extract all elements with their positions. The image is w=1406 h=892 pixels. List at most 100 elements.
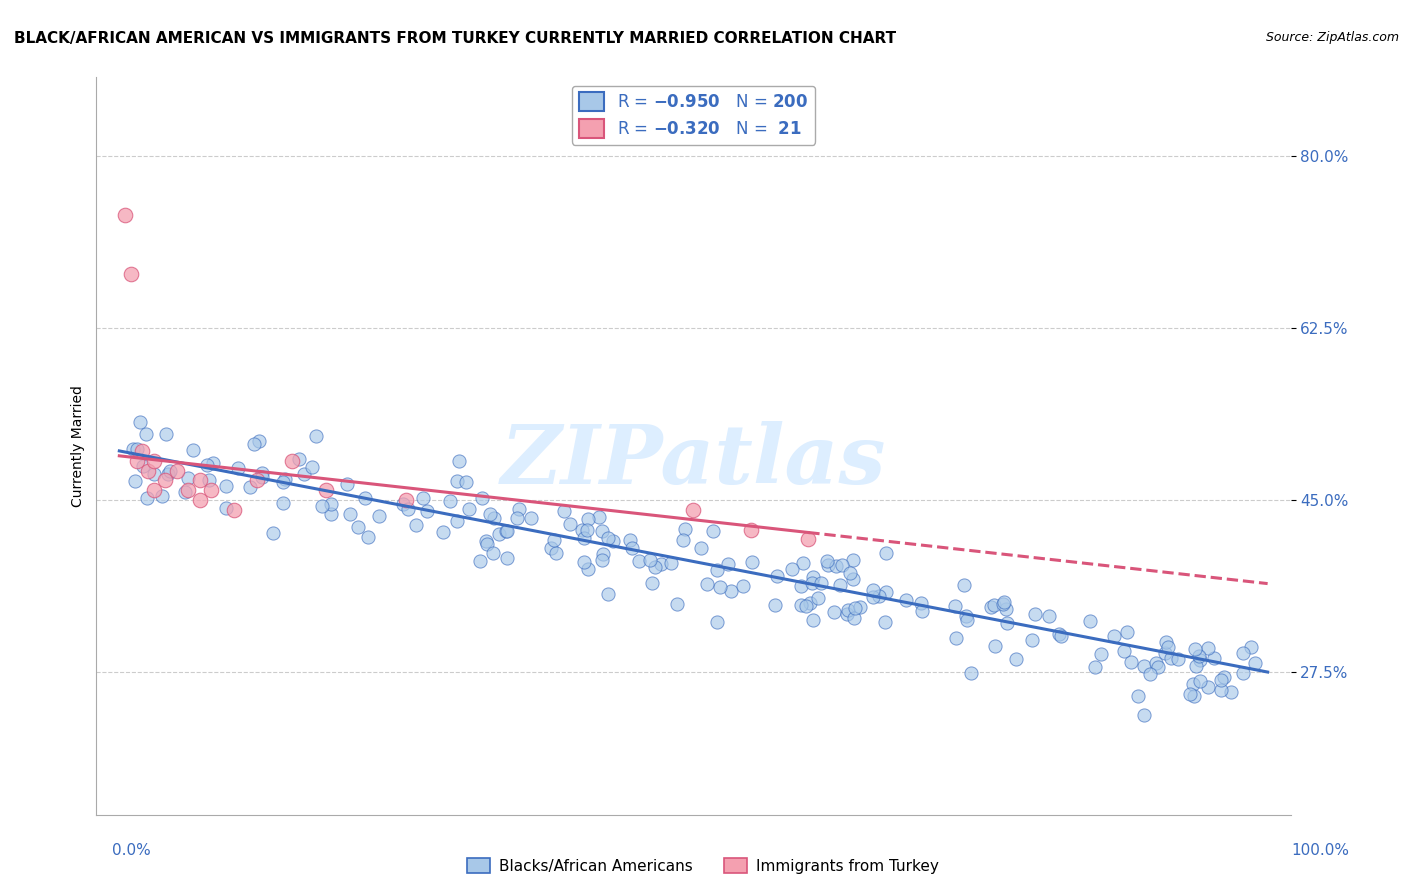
- Point: [1232, 665, 1254, 680]
- Point: [1119, 655, 1142, 669]
- Point: [991, 597, 1014, 611]
- Point: [983, 598, 1005, 612]
- Point: [136, 464, 159, 478]
- Point: [838, 566, 860, 581]
- Point: [740, 523, 762, 537]
- Point: [794, 599, 817, 613]
- Point: [801, 613, 824, 627]
- Point: [672, 533, 695, 548]
- Point: [1080, 614, 1102, 628]
- Point: [591, 553, 613, 567]
- Point: [215, 500, 238, 515]
- Point: [682, 503, 704, 517]
- Point: [1182, 689, 1205, 703]
- Point: [177, 471, 200, 485]
- Point: [495, 524, 517, 539]
- Point: [1209, 683, 1232, 698]
- Point: [875, 584, 897, 599]
- Point: [638, 553, 661, 567]
- Point: [1180, 687, 1202, 701]
- Point: [800, 575, 823, 590]
- Point: [790, 579, 813, 593]
- Point: [1157, 640, 1180, 654]
- Point: [250, 466, 273, 480]
- Point: [1050, 629, 1073, 643]
- Point: [496, 551, 519, 566]
- Point: [837, 603, 859, 617]
- Point: [482, 510, 505, 524]
- Text: Source: ZipAtlas.com: Source: ZipAtlas.com: [1265, 31, 1399, 45]
- Point: [984, 639, 1007, 653]
- Point: [471, 491, 494, 505]
- Point: [195, 458, 218, 472]
- Point: [520, 511, 543, 525]
- Point: [696, 576, 718, 591]
- Point: [446, 514, 468, 528]
- Point: [247, 434, 270, 449]
- Point: [543, 533, 565, 548]
- Point: [792, 556, 814, 570]
- Point: [335, 477, 357, 491]
- Point: [789, 598, 811, 612]
- Point: [127, 442, 149, 457]
- Point: [135, 426, 157, 441]
- Point: [274, 472, 297, 486]
- Point: [1021, 632, 1043, 647]
- Point: [280, 454, 302, 468]
- Point: [766, 568, 789, 582]
- Point: [488, 526, 510, 541]
- Point: [457, 502, 479, 516]
- Point: [1167, 652, 1189, 666]
- Point: [815, 554, 838, 568]
- Point: [1232, 646, 1254, 660]
- Point: [1102, 628, 1125, 642]
- Point: [910, 596, 932, 610]
- Point: [842, 553, 865, 567]
- Point: [666, 597, 689, 611]
- Point: [1139, 666, 1161, 681]
- Point: [224, 503, 246, 517]
- Point: [823, 605, 845, 619]
- Point: [1024, 607, 1046, 622]
- Point: [477, 537, 499, 551]
- Point: [1240, 640, 1263, 655]
- Point: [1084, 659, 1107, 673]
- Point: [717, 558, 740, 572]
- Point: [1189, 653, 1212, 667]
- Point: [508, 501, 530, 516]
- Point: [439, 493, 461, 508]
- Point: [731, 579, 754, 593]
- Point: [150, 489, 173, 503]
- Point: [993, 595, 1015, 609]
- Point: [319, 497, 342, 511]
- Point: [572, 555, 595, 569]
- Point: [142, 454, 165, 468]
- Point: [862, 583, 884, 598]
- Point: [405, 518, 427, 533]
- Point: [1147, 659, 1170, 673]
- Point: [576, 523, 599, 537]
- Point: [392, 497, 415, 511]
- Point: [943, 599, 966, 613]
- Point: [572, 531, 595, 545]
- Point: [641, 576, 664, 591]
- Point: [214, 479, 236, 493]
- Point: [868, 589, 890, 603]
- Point: [339, 508, 361, 522]
- Point: [1090, 647, 1112, 661]
- Point: [166, 464, 188, 478]
- Point: [143, 467, 166, 481]
- Point: [801, 570, 824, 584]
- Point: [174, 485, 197, 500]
- Point: [1154, 634, 1177, 648]
- Point: [468, 554, 491, 568]
- Point: [702, 524, 724, 538]
- Point: [475, 533, 498, 548]
- Point: [315, 483, 337, 498]
- Point: [824, 558, 846, 573]
- Point: [799, 596, 821, 610]
- Point: [287, 451, 309, 466]
- Point: [598, 531, 620, 545]
- Point: [578, 562, 600, 576]
- Point: [432, 525, 454, 540]
